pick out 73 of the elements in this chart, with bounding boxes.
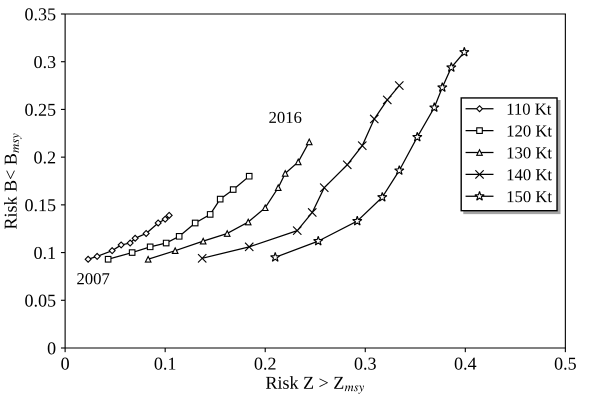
point	[172, 247, 179, 254]
point	[244, 218, 252, 226]
point	[412, 132, 422, 142]
point	[132, 234, 139, 242]
y-tick-label: 0	[48, 342, 56, 354]
point	[282, 170, 289, 177]
point	[262, 204, 269, 212]
point	[274, 184, 282, 192]
legend-label: 120 Kt	[508, 125, 552, 137]
x-tick-label: 0.2	[254, 358, 276, 370]
point	[358, 140, 367, 150]
y-tick-label: 0.3	[34, 56, 56, 68]
x-tick-label: 0.4	[454, 358, 476, 370]
point	[216, 196, 224, 202]
point	[200, 238, 207, 244]
point	[394, 80, 404, 90]
legend-label: 130 Kt	[508, 147, 552, 159]
point	[162, 216, 169, 223]
point	[192, 220, 199, 226]
point	[84, 256, 92, 263]
point	[146, 244, 154, 250]
y-tick-label: 0.25	[25, 104, 56, 116]
point	[292, 226, 302, 236]
point	[270, 252, 280, 262]
x-tick-label: 0	[61, 358, 69, 370]
point	[294, 158, 302, 166]
point	[394, 165, 404, 175]
point	[224, 230, 231, 237]
point	[166, 212, 173, 219]
point	[437, 82, 448, 92]
point	[320, 182, 329, 192]
point	[128, 249, 136, 256]
y-tick-label: 0.35	[25, 8, 56, 21]
y-tick-label: 0.1	[34, 246, 56, 260]
point	[162, 240, 170, 246]
point	[370, 114, 379, 124]
point	[306, 138, 313, 146]
point	[459, 46, 470, 57]
point	[342, 160, 352, 170]
legend-label: 150 Kt	[508, 191, 552, 202]
point	[154, 219, 162, 226]
point	[352, 216, 362, 226]
point	[446, 62, 456, 72]
point	[108, 247, 116, 254]
point	[197, 254, 207, 264]
point	[144, 256, 152, 263]
point	[206, 211, 214, 218]
point	[244, 242, 254, 252]
x-tick-label: 0.5	[554, 358, 576, 370]
point	[377, 192, 388, 202]
point	[118, 241, 125, 248]
x-tick-label: 0.3	[354, 358, 376, 370]
point	[246, 172, 253, 180]
annotation: 2016	[269, 112, 302, 124]
point	[94, 252, 101, 260]
y-tick-label: 0.2	[34, 151, 56, 164]
point	[104, 256, 112, 263]
point	[126, 240, 134, 247]
point	[429, 102, 440, 112]
point	[176, 233, 183, 240]
legend-label: 110 Kt	[508, 103, 552, 115]
y-tick-label: 0.15	[25, 199, 56, 212]
x-tick-label: 0.1	[154, 358, 176, 370]
legend-label: 140 Kt	[508, 169, 552, 180]
point	[230, 186, 237, 193]
y-tick-label: 0.05	[25, 294, 56, 307]
point	[382, 95, 392, 105]
annotation: 2007	[77, 273, 110, 284]
point	[308, 208, 317, 218]
y-axis-title: Risk B< B$_{msy}$	[4, 133, 22, 230]
x-axis-title: Risk Z > Z$_{msy}$	[266, 376, 364, 394]
point	[313, 236, 324, 246]
point	[142, 230, 150, 237]
